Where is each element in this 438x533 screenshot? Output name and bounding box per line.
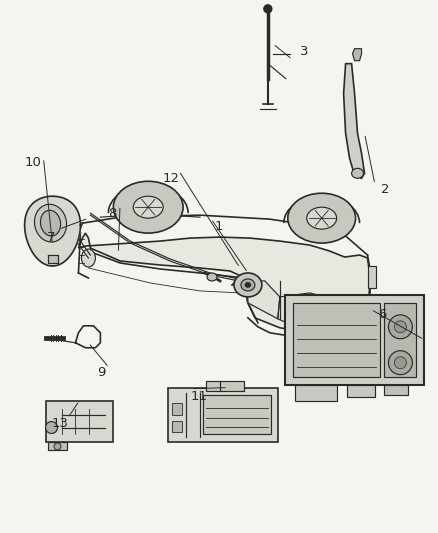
FancyBboxPatch shape <box>285 295 424 385</box>
Ellipse shape <box>307 207 337 229</box>
Polygon shape <box>343 63 364 178</box>
Text: 12: 12 <box>162 172 180 185</box>
Ellipse shape <box>207 273 217 281</box>
FancyBboxPatch shape <box>206 381 244 391</box>
Polygon shape <box>245 278 280 319</box>
Ellipse shape <box>245 282 251 287</box>
Ellipse shape <box>35 204 67 242</box>
Polygon shape <box>25 196 81 266</box>
Circle shape <box>54 443 61 450</box>
Circle shape <box>389 315 413 339</box>
Text: 6: 6 <box>378 308 387 321</box>
FancyBboxPatch shape <box>203 394 271 434</box>
Ellipse shape <box>352 168 364 178</box>
FancyBboxPatch shape <box>293 303 381 377</box>
FancyBboxPatch shape <box>168 387 278 442</box>
FancyBboxPatch shape <box>385 303 417 377</box>
Ellipse shape <box>288 193 356 243</box>
FancyBboxPatch shape <box>367 266 375 288</box>
Text: 11: 11 <box>191 390 208 403</box>
Text: 2: 2 <box>381 183 389 196</box>
Ellipse shape <box>40 210 60 236</box>
Polygon shape <box>232 276 248 286</box>
Text: 13: 13 <box>51 417 68 430</box>
FancyBboxPatch shape <box>172 402 182 415</box>
Circle shape <box>264 5 272 13</box>
FancyBboxPatch shape <box>385 385 408 394</box>
Polygon shape <box>78 233 370 333</box>
Polygon shape <box>353 49 361 61</box>
FancyBboxPatch shape <box>172 421 182 432</box>
Polygon shape <box>278 293 361 333</box>
Circle shape <box>46 422 57 433</box>
Text: 8: 8 <box>108 207 116 220</box>
Text: 9: 9 <box>97 366 105 379</box>
Text: 7: 7 <box>47 231 55 244</box>
Text: 10: 10 <box>25 156 42 169</box>
Ellipse shape <box>234 273 262 297</box>
Circle shape <box>389 351 413 375</box>
Ellipse shape <box>241 279 255 291</box>
Text: 1: 1 <box>215 220 223 233</box>
Ellipse shape <box>113 181 183 233</box>
Text: 3: 3 <box>300 45 308 58</box>
FancyBboxPatch shape <box>48 442 67 450</box>
FancyBboxPatch shape <box>346 385 374 397</box>
Circle shape <box>395 357 406 369</box>
Circle shape <box>395 321 406 333</box>
FancyBboxPatch shape <box>46 401 113 442</box>
Ellipse shape <box>133 196 163 218</box>
Polygon shape <box>48 255 57 263</box>
FancyBboxPatch shape <box>295 385 337 401</box>
Ellipse shape <box>81 249 95 267</box>
